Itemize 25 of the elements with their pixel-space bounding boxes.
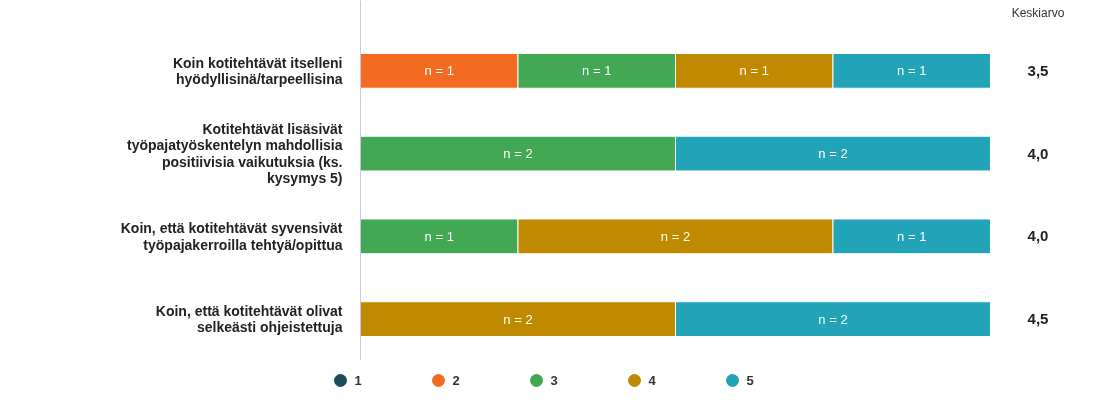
data-label: n = 1 <box>582 63 612 79</box>
text: 3,5 <box>1027 61 1049 79</box>
y-tick-label: Koin, että kotitehtävät olivat selkeästi ohjeistettuja <box>155 302 343 336</box>
data-label: n = 1 <box>897 63 927 79</box>
legend-label: 2 <box>452 373 460 388</box>
data-label: n = 1 <box>424 63 454 79</box>
data-label: n = 2 <box>503 311 533 327</box>
legend-label: 3 <box>550 373 558 388</box>
text: 4,0 <box>1027 144 1049 162</box>
text: 4,5 <box>1027 310 1049 328</box>
y-tick-label: Koin kotitehtävät itselleni hyödyllisinä/tarpeellisina <box>172 54 343 88</box>
y-tick-label: Koin, että kotitehtävät syvensivät työpajakerroilla tehtyä/opittua <box>120 220 343 253</box>
data-label: n = 1 <box>424 228 454 244</box>
data-label: n = 2 <box>660 228 691 244</box>
text: Keskiarvo <box>1011 5 1065 20</box>
legend-label: 4 <box>648 373 657 388</box>
data-label: n = 1 <box>897 228 927 244</box>
data-label: n = 2 <box>503 146 533 162</box>
y-tick-label: Kotitehtävät lisäsivät työpajatyöskentelyn mahdollisia positiivisia vaikutuksia (ks. kysymys 5) <box>126 120 343 187</box>
data-label: n = 2 <box>818 311 848 327</box>
data-label: n = 1 <box>739 63 769 79</box>
text: 4,0 <box>1027 227 1049 245</box>
legend-label: 5 <box>746 373 754 388</box>
data-label: n = 2 <box>818 146 848 162</box>
legend-label: 1 <box>354 373 362 388</box>
